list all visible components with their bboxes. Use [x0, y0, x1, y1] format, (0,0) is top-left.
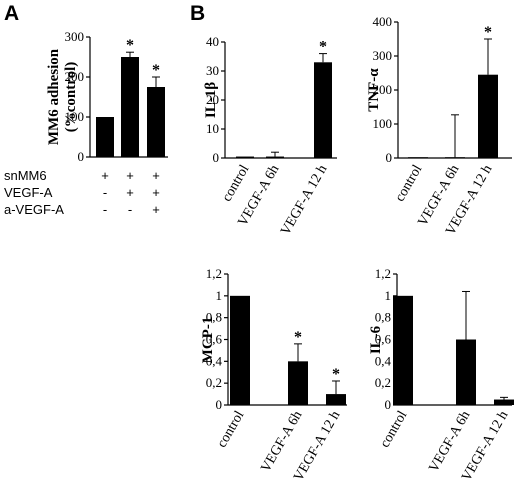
tnfa-ytick-label: 100	[373, 116, 393, 131]
mcp1-y-axis-label: MCP-1	[200, 317, 216, 364]
mcp1-ytick-label: 0,4	[206, 353, 223, 368]
adhesion-condition-sign: +	[152, 168, 160, 183]
tnfa-significance-star: *	[484, 24, 492, 41]
panel-letter-a: A	[4, 2, 19, 25]
adhesion-condition-sign: -	[103, 202, 107, 217]
mcp1-bar	[326, 394, 346, 405]
adhesion-ytick-label: 100	[65, 109, 85, 124]
tnfa-ytick-label: 0	[386, 150, 393, 165]
adhesion-ytick-label: 300	[65, 29, 85, 44]
il1b-ytick-label: 10	[206, 121, 219, 136]
il1b-ytick-label: 40	[206, 34, 219, 49]
tnfa-y-axis-label: TNF-α	[366, 68, 382, 112]
il6-ytick-label: 0,4	[375, 353, 392, 368]
il1b-ytick-label: 30	[206, 63, 219, 78]
adhesion-condition-label: a-VEGF-A	[4, 202, 64, 217]
il1b-bar	[266, 156, 284, 158]
tnfa-bar	[408, 157, 428, 158]
mcp1-ytick-label: 0,2	[206, 375, 222, 390]
adhesion-bar	[96, 117, 114, 157]
il6-category-label: control	[378, 408, 411, 450]
adhesion-bar	[147, 87, 165, 157]
tnfa-bar	[478, 74, 498, 158]
adhesion-ytick-label: 0	[78, 149, 85, 164]
il6-ytick-label: 1	[385, 288, 392, 303]
tnfa-ytick-label: 400	[373, 14, 393, 29]
adhesion-condition-label: VEGF-A	[4, 185, 53, 200]
panel-letter-b: B	[190, 2, 205, 25]
il6-bar	[393, 295, 413, 405]
mcp1-significance-star: *	[294, 329, 302, 346]
il1b-y-axis-label: IL-1β	[203, 82, 219, 118]
il6-ytick-label: 0,8	[375, 310, 391, 325]
adhesion-condition-sign: +	[152, 185, 160, 200]
il6-ytick-label: 0,6	[375, 332, 392, 347]
tnfa-bar	[445, 157, 465, 158]
adhesion-condition-sign: +	[101, 168, 109, 183]
adhesion-condition-sign: +	[152, 202, 160, 217]
tnfa-ytick-label: 200	[373, 82, 393, 97]
adhesion-condition-sign: -	[128, 202, 132, 217]
adhesion-y-axis-label-line: (%control)	[63, 62, 79, 133]
adhesion-condition-sign: -	[103, 185, 107, 200]
adhesion-significance-star: *	[126, 37, 134, 54]
mcp1-ytick-label: 0	[216, 397, 223, 412]
adhesion-condition-sign: +	[126, 168, 134, 183]
il6-ytick-label: 1,2	[375, 266, 391, 281]
adhesion-significance-star: *	[152, 62, 160, 79]
il6-ytick-label: 0,2	[375, 375, 391, 390]
mcp1-ytick-label: 0,8	[206, 310, 222, 325]
il1b-bar	[236, 156, 254, 158]
mcp1-bar	[288, 361, 308, 405]
tnfa-category-label: control	[393, 162, 426, 204]
il1b-category-label: VEGF-A 12 h	[278, 163, 330, 239]
tnfa-ytick-label: 300	[373, 48, 393, 63]
il1b-ytick-label: 0	[213, 150, 220, 165]
il1b-bar	[314, 62, 332, 158]
il1b-category-label: control	[220, 162, 253, 204]
il6-bar	[494, 399, 514, 405]
adhesion-condition-label: snMM6	[4, 168, 47, 183]
mcp1-ytick-label: 1	[216, 288, 223, 303]
adhesion-ytick-label: 200	[65, 69, 85, 84]
adhesion-y-axis-label: MM6 adhesion(%control)	[46, 48, 79, 145]
mcp1-category-label: control	[215, 408, 248, 450]
mcp1-bar	[230, 295, 250, 405]
mcp1-ytick-label: 1,2	[206, 266, 222, 281]
il6-bar	[456, 339, 476, 405]
adhesion-bar	[121, 57, 139, 157]
adhesion-condition-sign: +	[126, 185, 134, 200]
il1b-significance-star: *	[319, 39, 327, 56]
il1b-ytick-label: 20	[206, 92, 219, 107]
mcp1-ytick-label: 0,6	[206, 332, 223, 347]
il6-ytick-label: 0	[385, 397, 392, 412]
mcp1-significance-star: *	[332, 366, 340, 383]
il6-y-axis-label: IL-6	[368, 325, 384, 354]
adhesion-y-axis-label-line: MM6 adhesion	[46, 48, 62, 145]
